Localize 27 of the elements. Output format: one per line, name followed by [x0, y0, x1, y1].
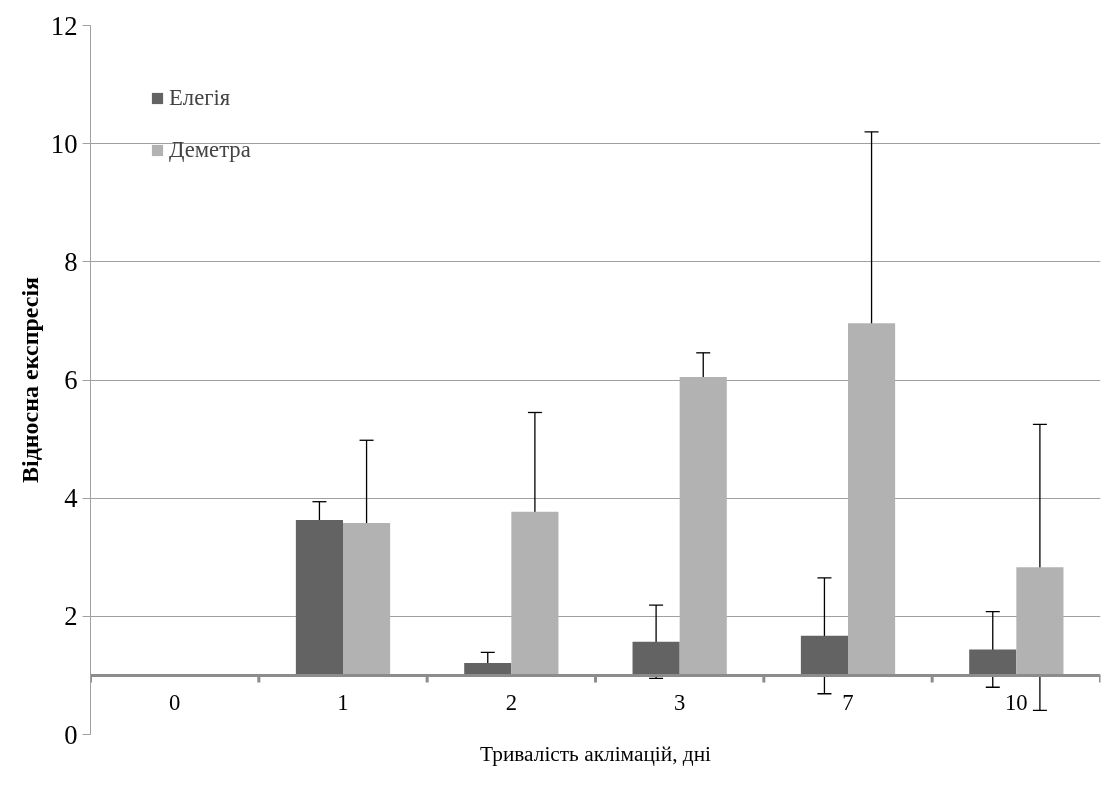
bar	[295, 520, 343, 676]
bar	[679, 377, 727, 676]
x-tick-label: 3	[674, 690, 686, 716]
y-tick-label: 12	[50, 10, 78, 41]
x-tick-label: 2	[505, 690, 517, 716]
y-axis-title: Відносна експресія	[16, 276, 43, 484]
bar	[1016, 567, 1064, 676]
bar	[800, 635, 848, 676]
bar	[511, 511, 559, 676]
y-tick-label: 10	[50, 128, 78, 159]
legend-label: Елегія	[169, 85, 231, 111]
y-tick-label: 8	[64, 246, 78, 277]
bar	[464, 663, 512, 676]
y-tick-label: 2	[64, 601, 78, 632]
x-tick-label: 10	[1005, 690, 1028, 716]
legend-label: Деметра	[169, 137, 251, 163]
y-tick-label: 4	[64, 483, 78, 514]
x-axis-title: Тривалість аклімацій, дні	[480, 741, 712, 766]
y-tick-label: 0	[64, 719, 78, 750]
y-tick-label: 6	[64, 365, 78, 395]
bar	[969, 649, 1017, 676]
x-tick-label: 1	[337, 690, 349, 716]
bar	[848, 323, 896, 676]
x-tick-label: 0	[169, 690, 181, 716]
bar	[343, 522, 391, 676]
bar	[632, 641, 680, 676]
x-tick-label: 7	[842, 690, 854, 716]
